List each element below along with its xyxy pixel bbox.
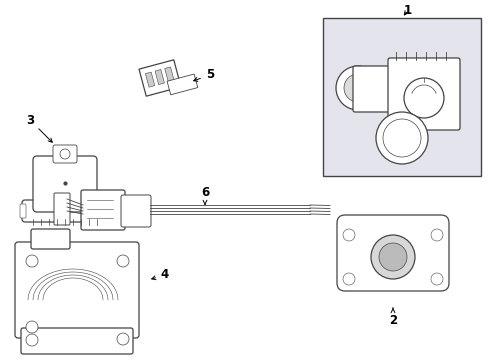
FancyBboxPatch shape	[105, 204, 111, 218]
FancyBboxPatch shape	[353, 66, 402, 112]
Circle shape	[431, 229, 443, 241]
FancyBboxPatch shape	[22, 200, 108, 222]
Circle shape	[117, 333, 129, 345]
Circle shape	[379, 243, 407, 271]
Circle shape	[431, 273, 443, 285]
Circle shape	[371, 235, 415, 279]
Circle shape	[336, 66, 380, 110]
Polygon shape	[139, 60, 181, 96]
Circle shape	[383, 119, 421, 157]
Polygon shape	[167, 74, 198, 95]
Text: 4: 4	[152, 269, 169, 282]
Text: 3: 3	[26, 113, 52, 142]
Text: 5: 5	[194, 68, 214, 81]
Polygon shape	[155, 69, 165, 85]
Circle shape	[60, 149, 70, 159]
FancyBboxPatch shape	[54, 193, 70, 225]
Circle shape	[343, 273, 355, 285]
FancyBboxPatch shape	[337, 215, 449, 291]
Circle shape	[404, 78, 444, 118]
Circle shape	[26, 321, 38, 333]
FancyBboxPatch shape	[53, 145, 77, 163]
FancyBboxPatch shape	[81, 190, 125, 230]
Circle shape	[376, 112, 428, 164]
Circle shape	[344, 74, 372, 102]
FancyBboxPatch shape	[33, 156, 97, 212]
Text: 2: 2	[389, 308, 397, 327]
FancyBboxPatch shape	[31, 229, 70, 249]
Text: 6: 6	[201, 185, 209, 204]
Circle shape	[343, 229, 355, 241]
Circle shape	[26, 334, 38, 346]
Polygon shape	[165, 67, 174, 82]
Bar	[323, 18, 481, 176]
Circle shape	[117, 255, 129, 267]
FancyBboxPatch shape	[388, 58, 460, 130]
FancyBboxPatch shape	[20, 204, 26, 218]
FancyBboxPatch shape	[121, 195, 151, 227]
Circle shape	[26, 255, 38, 267]
Polygon shape	[146, 72, 155, 87]
FancyBboxPatch shape	[21, 328, 133, 354]
FancyBboxPatch shape	[15, 242, 139, 338]
Text: 1: 1	[404, 4, 412, 17]
